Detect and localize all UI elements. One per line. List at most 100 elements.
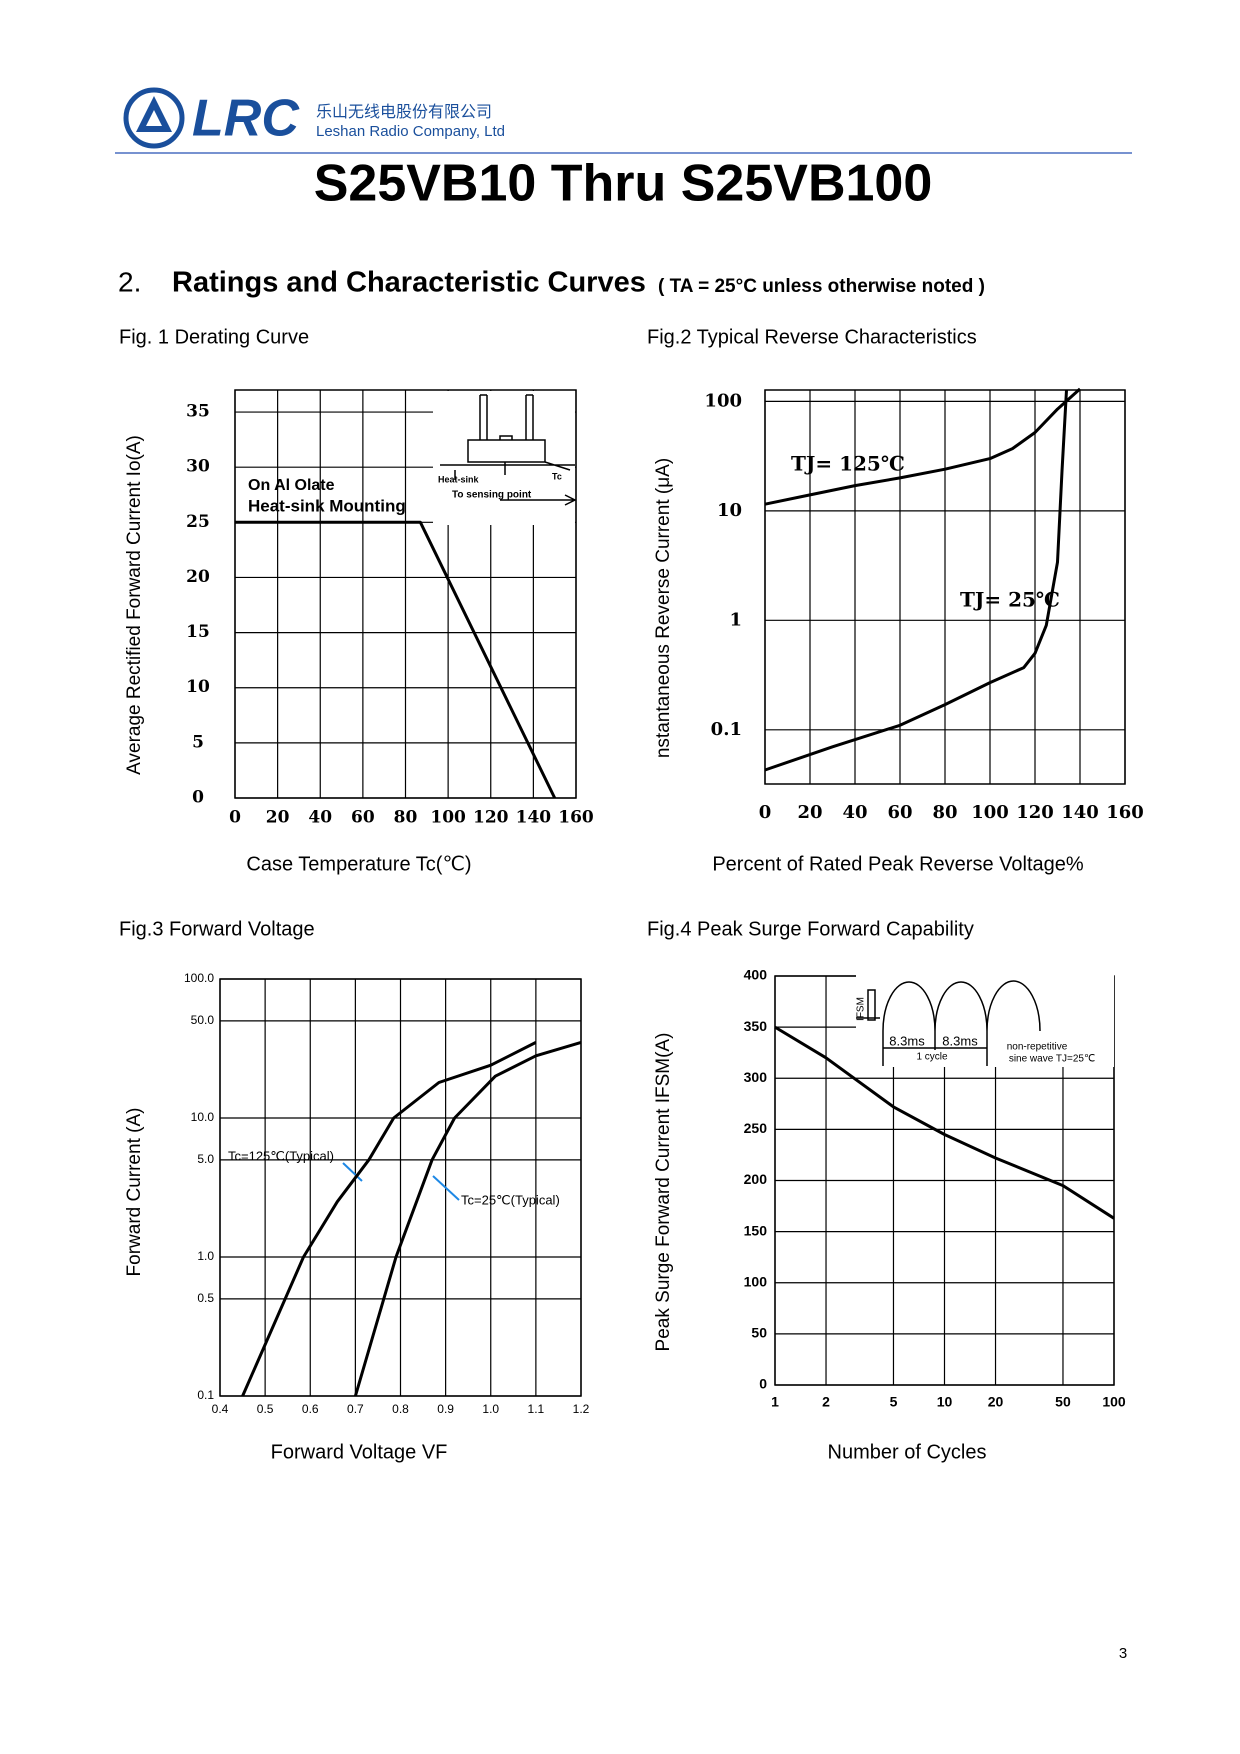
x-tick-label: 140: [516, 808, 552, 828]
x-tick-label: 0.7: [347, 1402, 364, 1416]
y-tick-label: 250: [744, 1120, 768, 1136]
y-tick-label: 150: [744, 1222, 768, 1238]
y-tick-label: 10.0: [191, 1110, 215, 1124]
chart: Fig. 1 Derating Curve Case Temperature Tc…: [119, 326, 594, 875]
annotation: non-repetitive: [1007, 1042, 1068, 1053]
series-line: [241, 1041, 537, 1397]
series-line: [764, 387, 1082, 506]
annotation: TJ= 25℃: [960, 588, 1060, 612]
logo-ring: [123, 87, 185, 149]
y-axis-label: Peak Surge Forward Current IFSM(A): [653, 1033, 674, 1352]
x-tick-label: 20: [988, 1394, 1004, 1410]
y-tick-label: 200: [744, 1171, 768, 1187]
y-tick-label: 100: [744, 1273, 768, 1289]
x-tick-label: 100: [1102, 1394, 1126, 1410]
y-tick-label: 5: [192, 732, 204, 752]
x-axis-label: Case Temperature Tc(℃): [246, 853, 471, 875]
x-tick-label: 120: [473, 808, 509, 828]
plot-frame: [219, 978, 582, 1397]
section-heading: Ratings and Characteristic Curves: [172, 267, 646, 299]
plot-frame: [764, 389, 1126, 785]
annotation: To sensing point: [452, 490, 532, 501]
y-tick-label: 1: [729, 609, 742, 630]
chart-title: Fig.2 Typical Reverse Characteristics: [647, 326, 977, 348]
y-tick-label: 0.1: [197, 1388, 214, 1402]
chart: Fig.2 Typical Reverse Characteristics Per…: [647, 326, 1144, 875]
annotation: Tc: [552, 471, 562, 481]
annotation: Heat-sink: [438, 474, 480, 484]
x-tick-label: 80: [932, 802, 957, 823]
x-tick-label: 0: [229, 808, 241, 828]
chart: Fig.3 Forward Voltage Forward Voltage VF F…: [119, 918, 590, 1463]
inset-box: [433, 391, 575, 525]
x-tick-label: 1.2: [573, 1402, 590, 1416]
x-tick-label: 5: [890, 1394, 898, 1410]
x-tick-label: 20: [797, 802, 822, 823]
x-tick-label: 0.9: [437, 1402, 454, 1416]
x-tick-label: 160: [558, 808, 594, 828]
y-tick-label: 0.5: [197, 1291, 214, 1305]
y-tick-label: 35: [186, 402, 210, 422]
section-note: ( TA = 25°C unless otherwise noted ): [658, 276, 985, 297]
y-axis-label: Forward Current (A): [124, 1108, 145, 1277]
y-axis-label: Average Rectified Forward Current Io(A): [124, 435, 145, 775]
annotation: 8.3ms: [942, 1033, 978, 1048]
x-axis-label: Number of Cycles: [828, 1441, 987, 1463]
logo-text: LRC: [192, 90, 300, 148]
plot-frame: [234, 389, 577, 799]
y-tick-label: 15: [186, 622, 210, 642]
annotation: sine wave TJ=25℃: [1009, 1054, 1095, 1065]
annotation: Tc=25℃(Typical): [461, 1192, 560, 1207]
y-tick-label: 100.0: [184, 971, 214, 985]
series-line: [764, 389, 1068, 772]
x-tick-label: 1.0: [482, 1402, 499, 1416]
x-tick-label: 0.5: [257, 1402, 274, 1416]
annotation: 8.3ms: [889, 1033, 925, 1048]
annotation: Heat-sink Mounting: [248, 496, 406, 515]
y-tick-label: 25: [186, 512, 210, 532]
company-en: Leshan Radio Company, Ltd: [316, 123, 505, 140]
page-number: 3: [1119, 1645, 1127, 1662]
x-tick-label: 40: [842, 802, 867, 823]
company-cn: 乐山无线电股份有限公司: [316, 103, 492, 121]
y-tick-label: 100: [704, 390, 742, 411]
y-tick-label: 5.0: [197, 1152, 214, 1166]
section-number: 2.: [118, 266, 141, 297]
x-tick-label: 1.1: [528, 1402, 545, 1416]
chart-title: Fig.3 Forward Voltage: [119, 918, 315, 940]
y-tick-label: 50.0: [191, 1013, 215, 1027]
x-tick-label: 40: [308, 808, 332, 828]
y-tick-label: 400: [744, 967, 768, 983]
chart: Fig.4 Peak Surge Forward Capability Numbe…: [647, 918, 1126, 1463]
series-line: [235, 520, 557, 799]
x-tick-label: 0.4: [212, 1402, 229, 1416]
annotation: Tc=125℃(Typical): [228, 1148, 334, 1163]
x-tick-label: 80: [394, 808, 418, 828]
x-tick-label: 1: [771, 1394, 779, 1410]
series-line: [774, 1025, 1115, 1220]
x-tick-label: 0.6: [302, 1402, 319, 1416]
page-title: S25VB10 Thru S25VB100: [314, 155, 933, 213]
y-tick-label: 20: [186, 567, 210, 587]
y-tick-label: 0: [192, 788, 204, 808]
leader-line: [342, 1162, 460, 1201]
y-tick-label: 30: [186, 457, 210, 477]
chart-title: Fig. 1 Derating Curve: [119, 326, 309, 348]
x-tick-label: 2: [822, 1394, 830, 1410]
y-tick-label: 1.0: [197, 1249, 214, 1263]
y-tick-label: 0.1: [711, 719, 742, 740]
y-tick-label: 0: [759, 1376, 767, 1392]
y-tick-label: 50: [751, 1325, 767, 1341]
annotation: On Al Olate: [248, 477, 335, 494]
x-tick-label: 100: [971, 802, 1009, 823]
inset-drawing: [856, 980, 1041, 1066]
x-tick-label: 0.8: [392, 1402, 409, 1416]
y-tick-label: 10: [186, 677, 210, 697]
x-tick-label: 140: [1061, 802, 1099, 823]
x-tick-label: 60: [351, 808, 375, 828]
x-axis-label: Forward Voltage VF: [271, 1441, 448, 1463]
logo: LRC: [123, 87, 300, 149]
x-tick-label: 0: [759, 802, 772, 823]
x-tick-label: 50: [1055, 1394, 1071, 1410]
